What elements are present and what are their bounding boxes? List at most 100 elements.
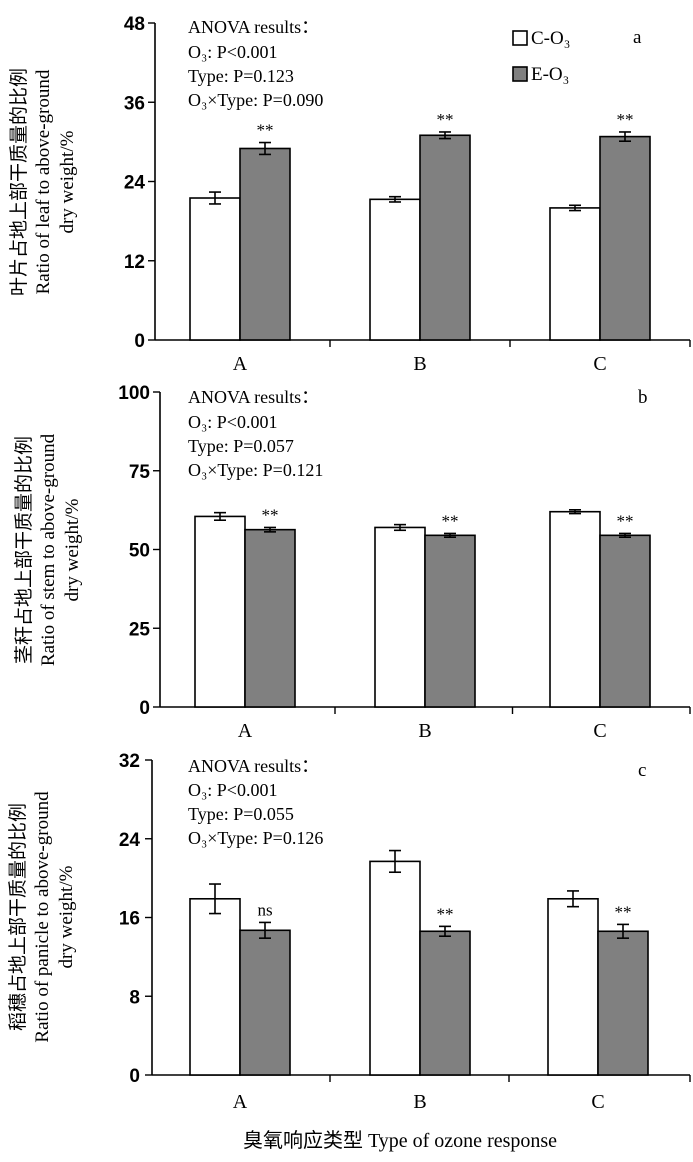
panel-c-x-tick-label-b: B <box>413 1091 426 1113</box>
panel-c-anova-title: ANOVA results： <box>188 756 319 776</box>
panel-a-y-tick-label-2: 24 <box>124 173 146 194</box>
panel-b-ylabel-en-1: Ratio of stem to above-ground <box>38 433 59 666</box>
panel-a-significance-a: ** <box>257 121 274 140</box>
panel-a-x-ticks: A B C <box>233 340 691 375</box>
panel-b-bar-c-c-o3 <box>549 510 601 708</box>
panel-a-y-tick-label-0: 0 <box>134 331 145 352</box>
panel-a-x-tick-label-a: A <box>233 353 248 375</box>
legend-label-e-o3: E-O₃ <box>531 64 569 85</box>
panel-c-ylabel-en-1: Ratio of panicle to above-ground <box>32 791 53 1043</box>
panel-b-anova-type: Type: P=0.057 <box>188 436 294 456</box>
panel-b-ylabel-en-2: dry weight/% <box>62 498 83 601</box>
panel-c-anova: ANOVA results： O₃: P<0.001 Type: P=0.055… <box>188 756 323 848</box>
panel-b-y-tick-label-2: 50 <box>129 541 150 562</box>
panel-b-anova-o3: O₃: P<0.001 <box>188 412 277 432</box>
panel-b-significance-a: ** <box>262 505 279 524</box>
panel-a-bar-a-c-o3 <box>189 197 241 341</box>
panel-a-anova-title: ANOVA results： <box>188 17 319 37</box>
panel-b-bar-b-c-o3 <box>374 526 426 708</box>
panel-c-ylabel-zh: 稻穗占地上部干质量的比例 <box>7 803 29 1031</box>
panel-a-anova-type: Type: P=0.123 <box>188 66 294 86</box>
panel-b-bar-b-e-o3 <box>424 534 476 708</box>
panel-c-bars: ns ** ** <box>189 849 649 1076</box>
legend: C-O₃ E-O₃ <box>512 28 570 85</box>
panel-b-significance-c: ** <box>617 511 634 530</box>
panel-c-bar-b-c-o3 <box>369 860 421 1076</box>
panel-a-ylabel-zh: 叶片占地上部干质量的比例 <box>8 68 30 296</box>
panel-a-bars: ** ** ** <box>189 110 651 341</box>
panel-c-x-tick-label-c: C <box>591 1091 604 1113</box>
panel-a-significance-c: ** <box>617 110 634 129</box>
panel-a-ylabel-en-2: dry weight/% <box>57 130 78 233</box>
panel-a-bar-a-e-o3 <box>239 147 291 341</box>
panel-a-y-tick-label-1: 12 <box>124 252 145 273</box>
panel-b-letter: b <box>638 387 648 408</box>
panel-a-letter: a <box>633 27 642 48</box>
panel-a-ylabel-en-1: Ratio of leaf to above-ground <box>33 69 54 294</box>
panel-c-y-tick-label-3: 24 <box>119 830 141 851</box>
panel-a-anova-interaction: O₃×Type: P=0.090 <box>188 90 323 110</box>
panel-a-bar-c-e-o3 <box>599 135 651 341</box>
panel-a-y-ticks: 0 12 24 36 48 <box>124 14 155 352</box>
panel-b-anova-interaction: O₃×Type: P=0.121 <box>188 460 323 480</box>
panel-b-ylabel-zh: 茎秆占地上部干质量的比例 <box>13 436 35 664</box>
panel-c-bar-b-e-o3 <box>419 930 471 1076</box>
panel-a-x-tick-label-c: C <box>593 353 606 375</box>
panel-c-y-tick-label-4: 32 <box>119 751 140 772</box>
panel-c-ylabel: 稻穗占地上部干质量的比例 Ratio of panicle to above-g… <box>7 791 77 1043</box>
panel-c-anova-o3: O₃: P<0.001 <box>188 780 277 800</box>
panel-b-anova: ANOVA results： O₃: P<0.001 Type: P=0.057… <box>188 387 323 480</box>
panel-a-anova: ANOVA results： O₃: P<0.001 Type: P=0.123… <box>188 17 323 110</box>
panel-a-significance-b: ** <box>437 110 454 129</box>
panel-a-ylabel: 叶片占地上部干质量的比例 Ratio of leaf to above-grou… <box>8 68 78 296</box>
panel-b-x-tick-label-b: B <box>418 720 431 742</box>
panel-c-bar-c-c-o3 <box>547 897 599 1076</box>
panel-b-x-tick-label-c: C <box>593 720 606 742</box>
panel-b-bar-a-c-o3 <box>194 515 246 708</box>
panel-c-ylabel-en-2: dry weight/% <box>56 865 77 968</box>
panel-c-anova-interaction: O₃×Type: P=0.126 <box>188 828 323 848</box>
panel-a-bar-b-c-o3 <box>369 198 421 341</box>
legend-swatch-e-o3 <box>512 66 528 82</box>
panel-c-y-ticks: 0 8 16 24 32 <box>119 751 152 1087</box>
panel-c-bar-a-c-o3 <box>189 897 241 1076</box>
panel-b-significance-b: ** <box>442 511 459 530</box>
panel-c-x-ticks: A B C <box>233 1075 691 1113</box>
panel-c-bar-a-e-o3 <box>239 929 291 1076</box>
panel-c-y-tick-label-2: 16 <box>119 909 140 930</box>
panel-a-anova-o3: O₃: P<0.001 <box>188 42 277 62</box>
panel-b-x-tick-label-a: A <box>238 720 253 742</box>
legend-label-c-o3: C-O₃ <box>531 28 570 49</box>
panel-c-x-tick-label-a: A <box>233 1091 248 1113</box>
panel-c-significance-c: ** <box>615 902 632 921</box>
panel-c-significance-b: ** <box>437 904 454 923</box>
panel-c-y-tick-label-0: 0 <box>129 1066 140 1087</box>
panel-b-bars: ** ** ** <box>194 505 651 708</box>
panel-c-anova-type: Type: P=0.055 <box>188 804 294 824</box>
panel-b: 0 25 50 75 100 A B C ** ** ** b ANOVA results： O… <box>13 383 691 742</box>
panel-c: 0 8 16 24 32 A B C ns ** ** c ANOVA results： O₃:… <box>7 751 691 1113</box>
panel-b-y-tick-label-4: 100 <box>118 383 150 404</box>
panel-b-bar-a-e-o3 <box>244 528 296 708</box>
panel-c-y-tick-label-1: 8 <box>129 987 140 1008</box>
panel-b-y-ticks: 0 25 50 75 100 <box>118 383 160 719</box>
panel-a-bar-b-e-o3 <box>419 134 471 341</box>
panel-a-bar-c-c-o3 <box>549 207 601 341</box>
x-axis-title: 臭氧响应类型 Type of ozone response <box>243 1129 557 1152</box>
panel-b-ylabel: 茎秆占地上部干质量的比例 Ratio of stem to above-grou… <box>13 433 83 666</box>
panel-a-y-tick-label-4: 48 <box>124 14 145 35</box>
panel-a-y-tick-label-3: 36 <box>124 93 145 114</box>
panel-b-bar-c-e-o3 <box>599 534 651 708</box>
legend-swatch-c-o3 <box>512 30 528 46</box>
panel-a: 0 12 24 36 48 A B C ** ** ** a ANOVA results： O₃… <box>8 14 691 375</box>
panel-b-y-tick-label-3: 75 <box>129 462 151 483</box>
panel-b-y-tick-label-0: 0 <box>139 698 150 719</box>
panel-a-x-tick-label-b: B <box>413 353 426 375</box>
panel-c-letter: c <box>638 760 646 781</box>
panel-b-x-ticks: A B C <box>238 707 691 742</box>
panel-c-bar-c-e-o3 <box>597 930 649 1076</box>
panel-b-y-tick-label-1: 25 <box>129 619 151 640</box>
panel-c-significance-a: ns <box>257 900 272 919</box>
panel-b-anova-title: ANOVA results： <box>188 387 319 407</box>
